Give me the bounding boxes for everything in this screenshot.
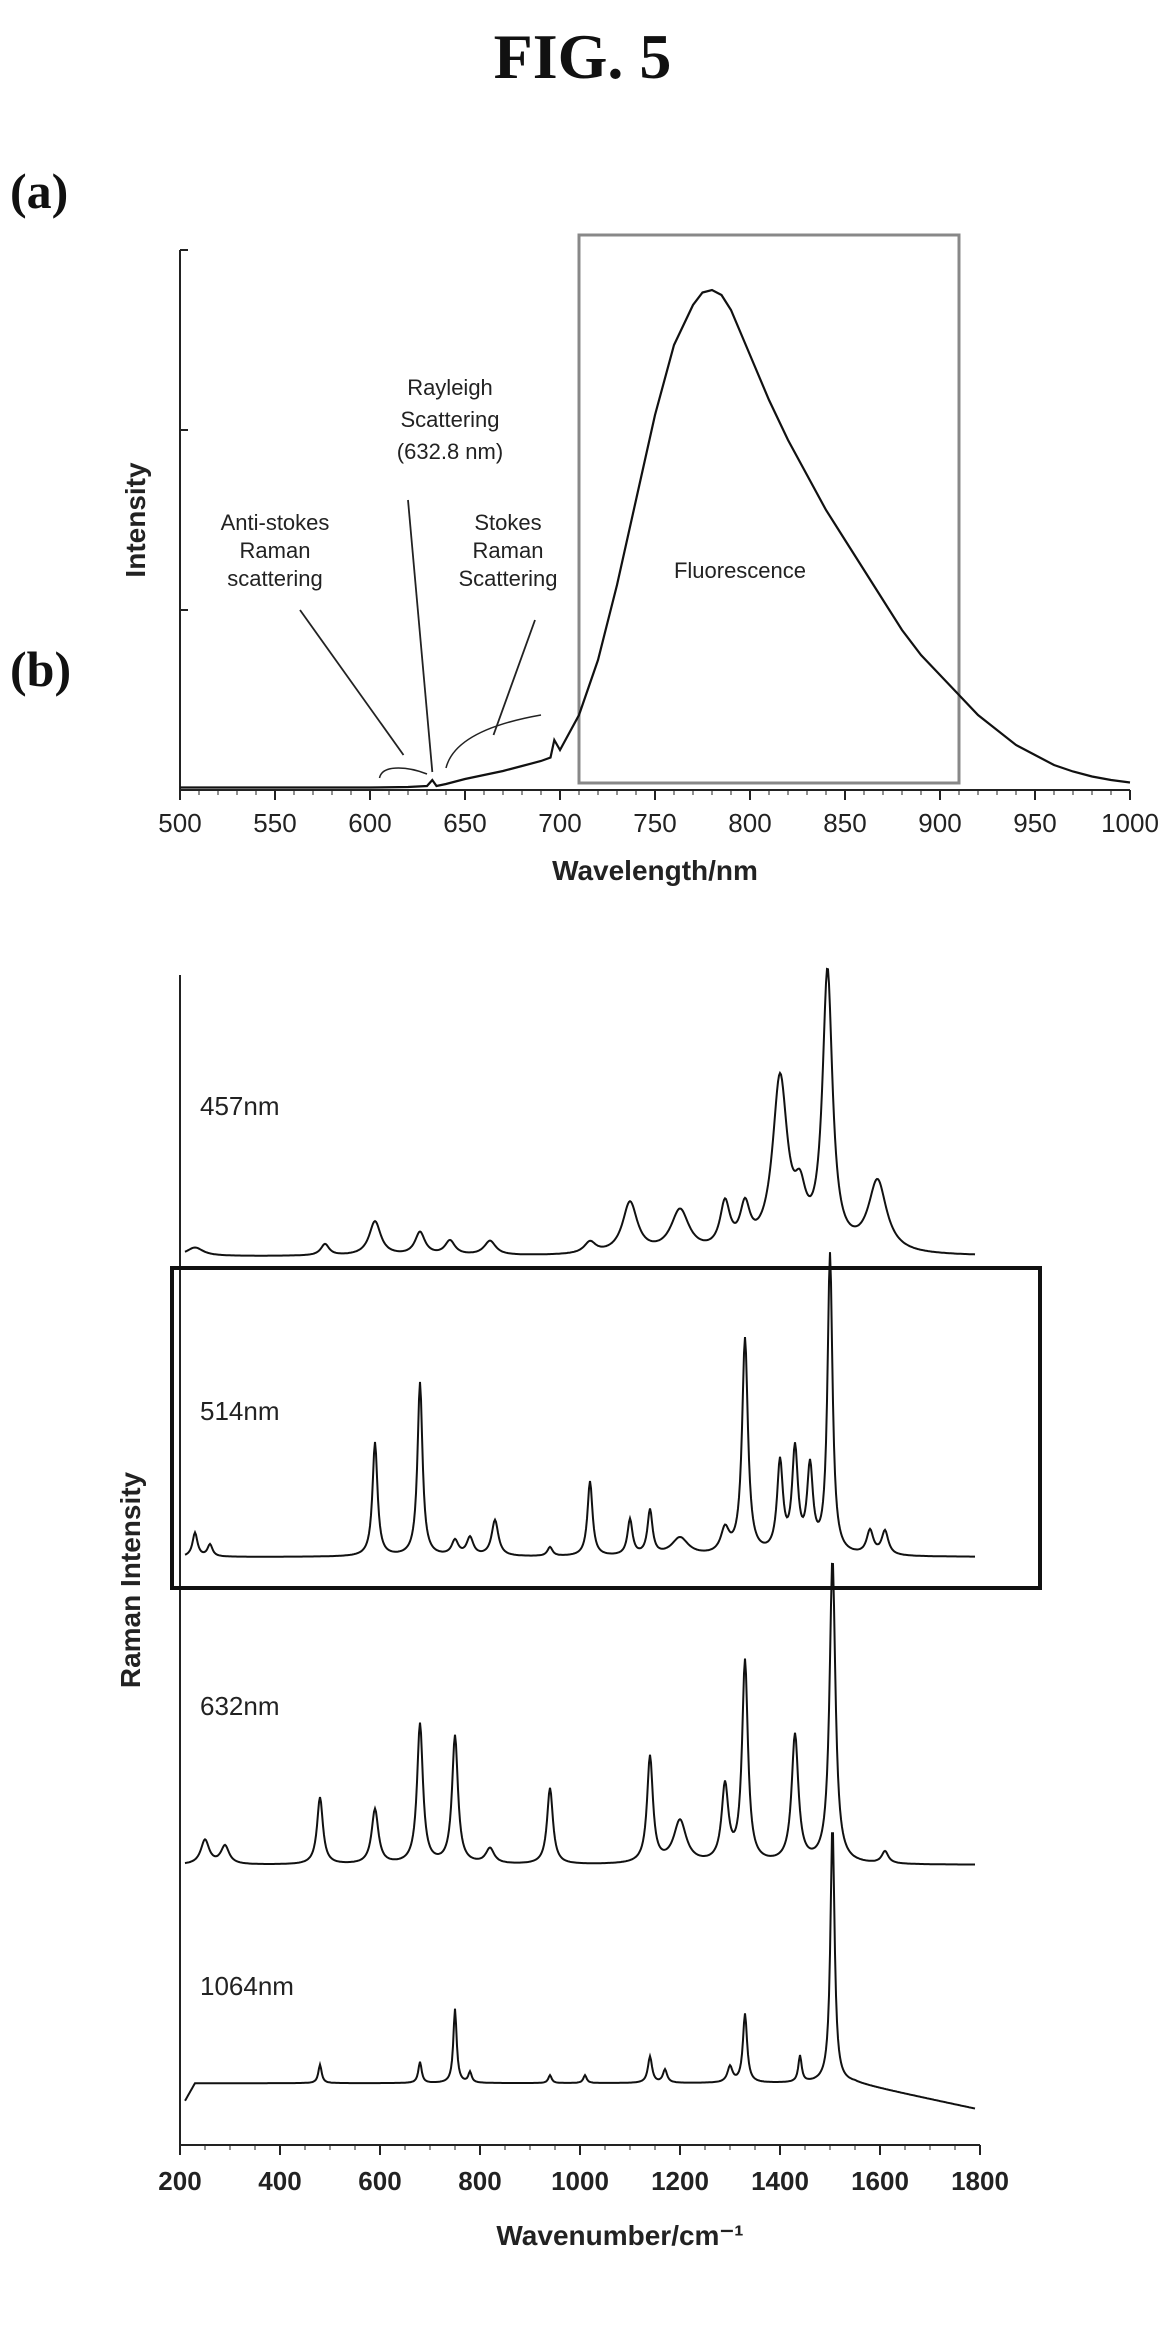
- annotation-anti-stokes-text: Anti-stokes: [221, 510, 330, 535]
- annotation-rayleigh-text: Rayleigh: [407, 375, 493, 400]
- chart-b-plot: 200 400 600 800 1000 1200 1400 1600 1800 Wavenumb…: [115, 967, 1042, 2251]
- annotation-rayleigh-text: Scattering: [400, 407, 499, 432]
- y-axis-title: Intensity: [120, 462, 151, 578]
- chart-a: 500 550 600 650 700 750 800 850 900 950 1000 Wavele…: [120, 233, 1159, 886]
- stokes-bracket: [445, 714, 542, 769]
- series-label-457nm: 457nm: [200, 1091, 280, 1121]
- x-axis-title: Wavelength/nm: [552, 855, 758, 886]
- x-tick-label: 650: [443, 808, 486, 838]
- spectrum-line-632nm: [184, 1562, 975, 1866]
- x-tick-label: 900: [918, 808, 961, 838]
- x-tick-label: 1600: [851, 2166, 909, 2196]
- highlight-box-514nm: [170, 1266, 1042, 1590]
- series-label-632nm: 632nm: [200, 1691, 280, 1721]
- annotation-stokes-text: Raman: [473, 538, 544, 563]
- panel-label-b: (b): [10, 641, 72, 697]
- x-tick-label: 1000: [551, 2166, 609, 2196]
- spectrum-line: [180, 288, 1131, 789]
- spectrum-line-514nm: [184, 1252, 975, 1558]
- x-axis-title: Wavenumber/cm⁻¹: [496, 2220, 743, 2251]
- annotation-stokes-text: Scattering: [458, 566, 557, 591]
- x-tick-label: 1200: [651, 2166, 709, 2196]
- chart-a-plot: 500 550 600 650 700 750 800 850 900 950 1000 Wavele…: [120, 233, 1159, 886]
- x-tick-label: 700: [538, 808, 581, 838]
- x-tick-label: 550: [253, 808, 296, 838]
- x-tick-label: 600: [358, 2166, 401, 2196]
- spectrum-line-1064nm: [184, 1832, 976, 2110]
- fluorescence-highlight-box: [577, 233, 961, 785]
- annotation-anti-stokes-text: scattering: [227, 566, 322, 591]
- annotation-anti-stokes-pointer: [299, 609, 405, 756]
- annotation-rayleigh-text: (632.8 nm): [397, 439, 503, 464]
- x-tick-label: 950: [1013, 808, 1056, 838]
- panel-label-a: (a): [10, 163, 69, 219]
- series-label-1064nm: 1064nm: [200, 1971, 294, 2001]
- x-tick-label: 200: [158, 2166, 201, 2196]
- annotation-fluorescence-text: Fluorescence: [674, 558, 806, 583]
- spectrum-line-457nm: [184, 967, 976, 1257]
- annotation-rayleigh-pointer: [407, 499, 434, 773]
- figure-title: FIG. 5: [493, 21, 672, 92]
- annotation-anti-stokes-text: Raman: [240, 538, 311, 563]
- annotation-stokes-text: Stokes: [474, 510, 541, 535]
- x-tick-label: 800: [728, 808, 771, 838]
- annotation-stokes-pointer: [492, 619, 536, 736]
- y-axis-title: Raman Intensity: [115, 1471, 146, 1688]
- x-tick-label: 500: [158, 808, 201, 838]
- x-tick-label: 800: [458, 2166, 501, 2196]
- x-tick-label: 750: [633, 808, 676, 838]
- x-tick-label: 850: [823, 808, 866, 838]
- x-tick-label: 1800: [951, 2166, 1009, 2196]
- x-tick-label: 1400: [751, 2166, 809, 2196]
- series-label-514nm: 514nm: [200, 1396, 280, 1426]
- x-tick-label: 400: [258, 2166, 301, 2196]
- x-tick-label: 1000: [1101, 808, 1159, 838]
- anti-stokes-bracket: [378, 767, 428, 779]
- x-tick-label: 600: [348, 808, 391, 838]
